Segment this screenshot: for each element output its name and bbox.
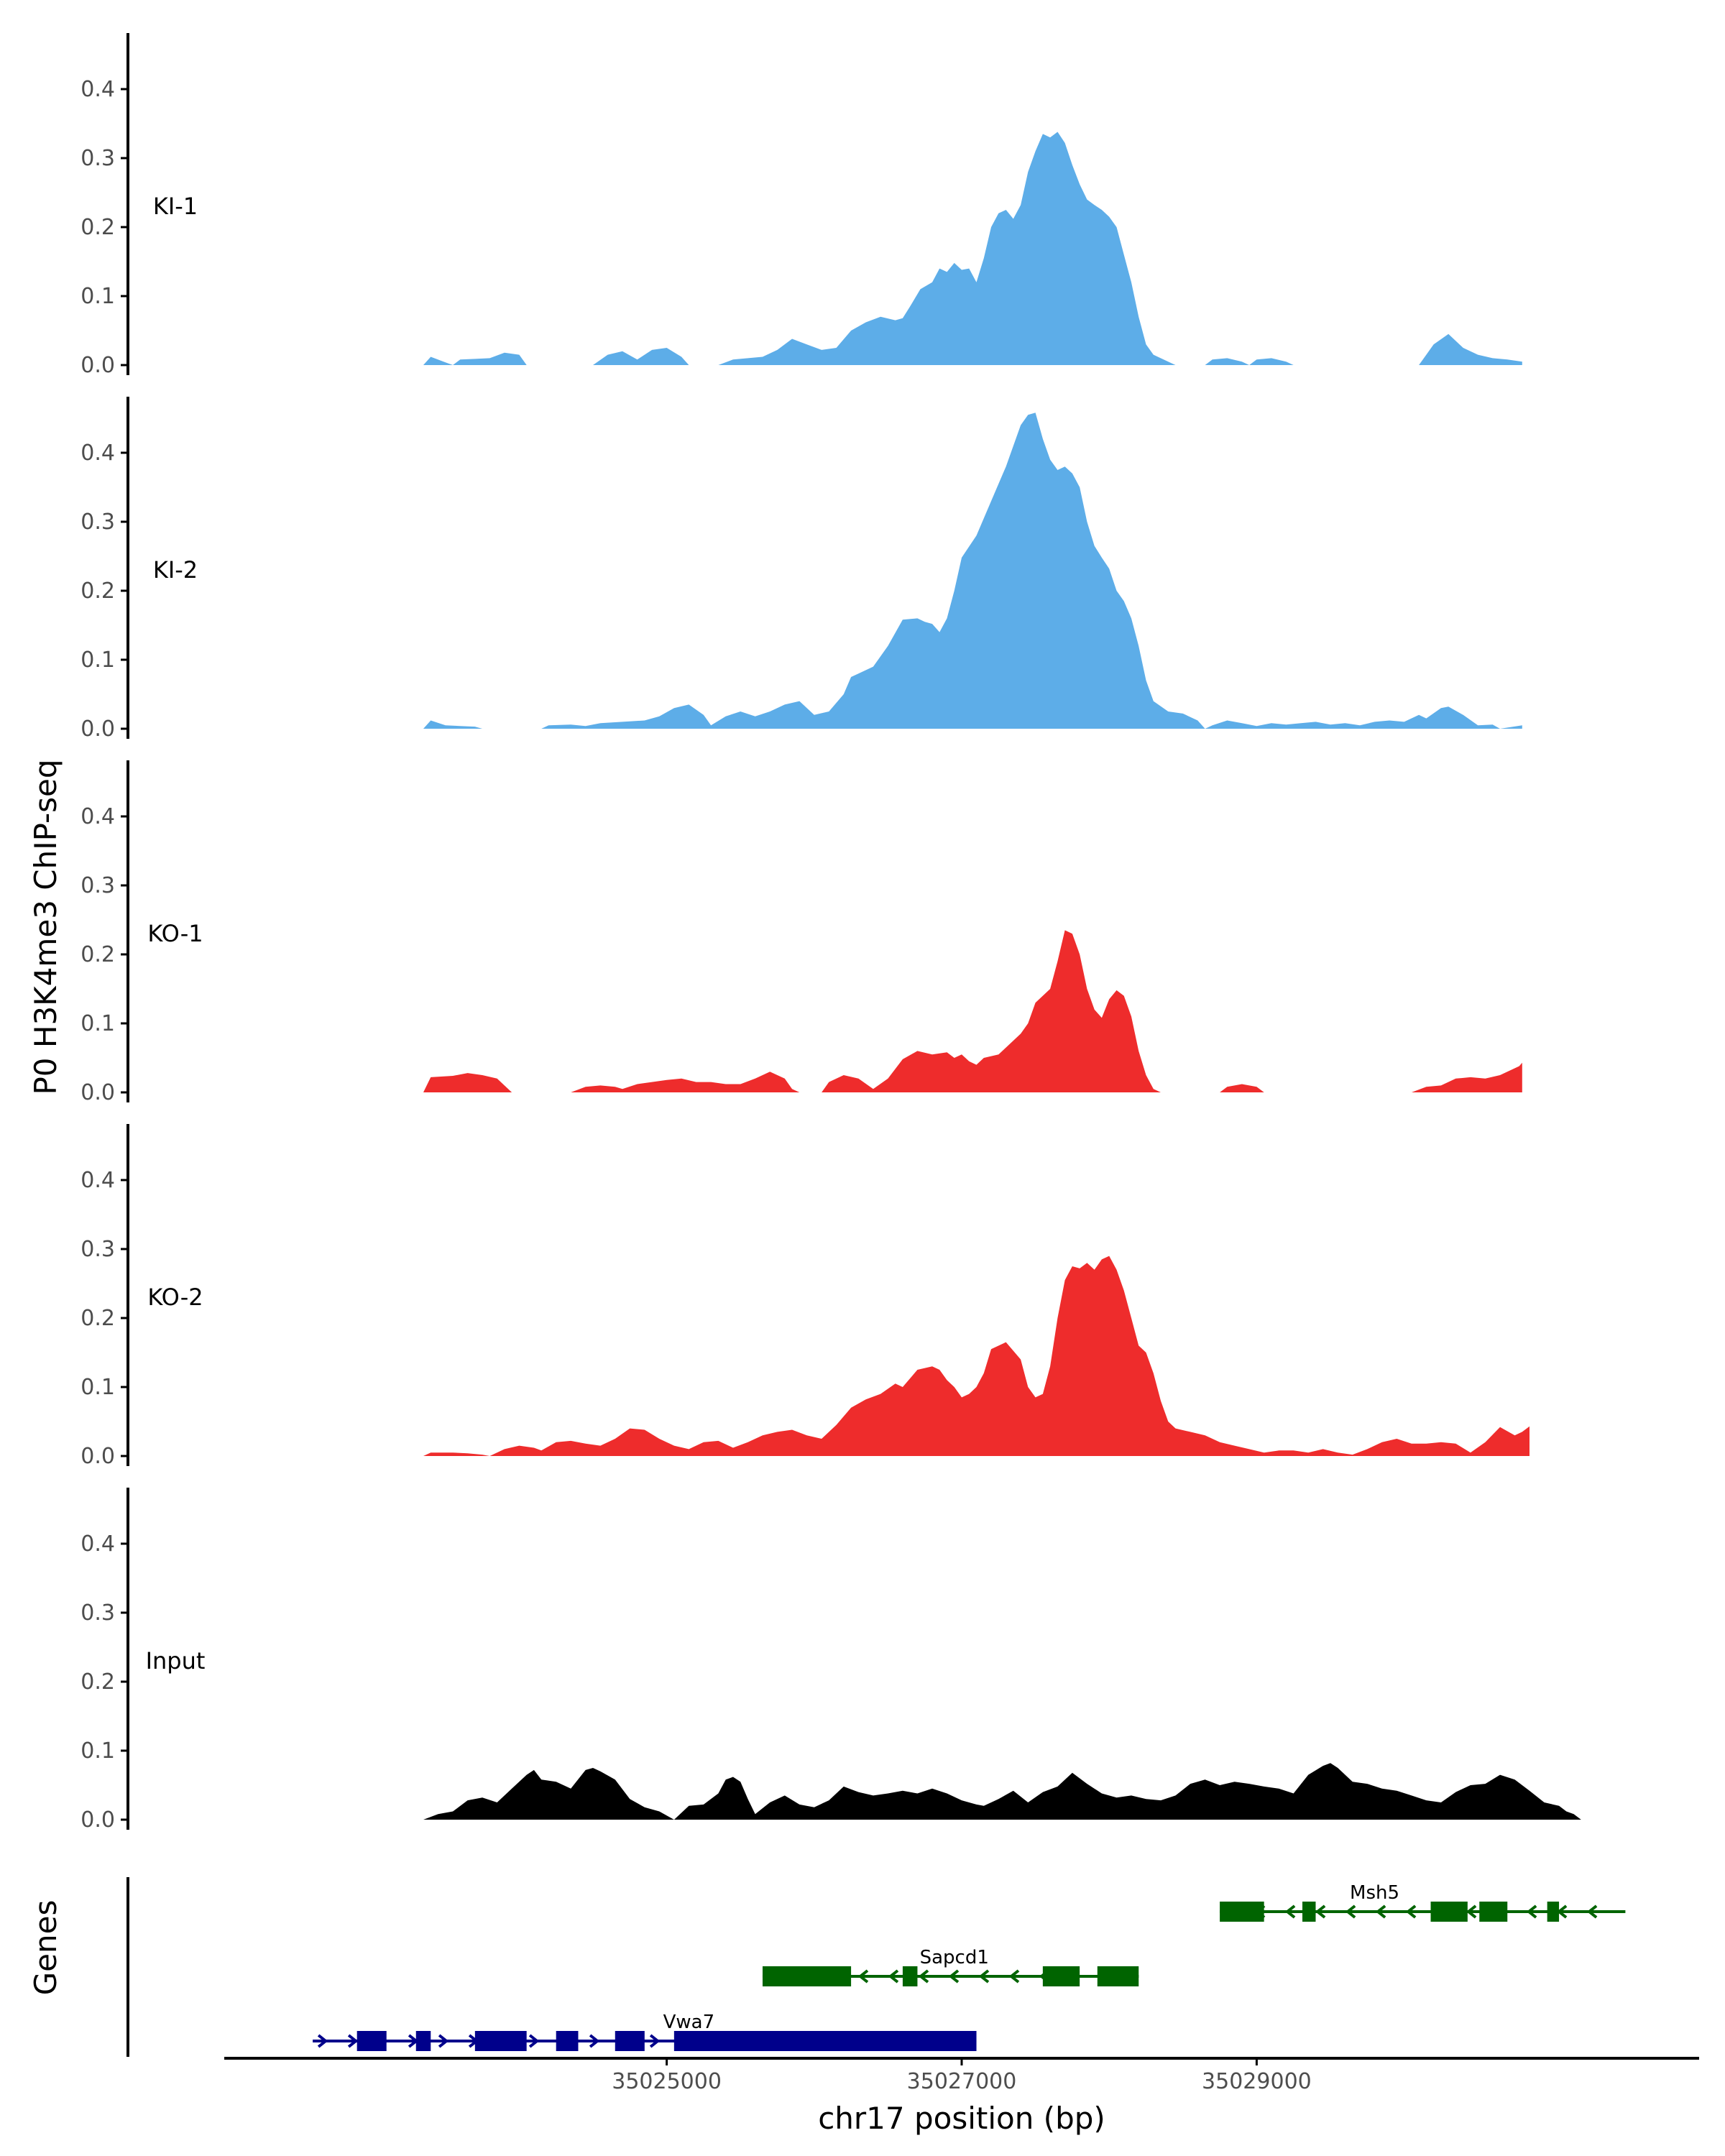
coverage-area-ko-2	[423, 1256, 1530, 1456]
gene-exon	[1220, 1902, 1264, 1922]
y-tick-label: 0.3	[80, 1600, 115, 1626]
gene-exon	[1042, 1966, 1080, 1986]
strand-arrow	[438, 2034, 449, 2048]
strand-arrow	[347, 2034, 359, 2048]
gene-exon	[1479, 1902, 1508, 1922]
y-tick-label: 0.2	[80, 1669, 115, 1695]
y-tick-label: 0.2	[80, 942, 115, 967]
genes-axis-title: Genes	[28, 1900, 63, 1996]
track-label: Input	[146, 1647, 206, 1674]
gene-exon	[1430, 1902, 1468, 1922]
y-tick-label: 0.2	[80, 215, 115, 240]
track-panel-ko-1: 0.0 0.1 0.2 0.3 0.4 KO-1	[80, 760, 1522, 1105]
strand-arrow	[1526, 1904, 1537, 1919]
strand-arrow	[1466, 1904, 1477, 1919]
track-label: KO-1	[147, 920, 203, 947]
y-tick-label: 0.0	[80, 1080, 115, 1105]
y-tick-label: 0.4	[80, 1168, 115, 1193]
strand-arrow	[857, 1969, 869, 1984]
y-tick-label: 0.1	[80, 284, 115, 309]
y-tick-label: 0.1	[80, 1375, 115, 1400]
gene-exon	[1302, 1902, 1316, 1922]
track-panel-input: 0.0 0.1 0.2 0.3 0.4 Input	[80, 1488, 1581, 1833]
strand-arrow	[1556, 1904, 1568, 1919]
coverage-area-ko-1	[423, 930, 1522, 1092]
y-tick-label: 0.4	[80, 441, 115, 466]
gene-exon	[1547, 1902, 1560, 1922]
y-tick-label: 0.4	[80, 77, 115, 102]
strand-arrow	[649, 2034, 661, 2048]
strand-arrow	[1586, 1904, 1598, 1919]
y-tick-label: 0.3	[80, 1237, 115, 1262]
tracks-layer: 0.00.10.20.30.4KI-10.00.10.20.30.4KI-20.…	[80, 33, 1581, 1833]
gene-exon	[615, 2031, 645, 2051]
strand-arrow	[1315, 1904, 1326, 1919]
gene-exon	[1097, 1966, 1139, 1986]
coverage-area-ki-1	[423, 132, 1522, 365]
y-tick-label: 0.0	[80, 1444, 115, 1469]
strand-arrow	[1284, 1904, 1296, 1919]
strand-arrow	[978, 1969, 990, 1984]
y-tick-label: 0.0	[80, 1807, 115, 1833]
track-label: KI-1	[153, 193, 198, 220]
x-axis: 35025000 35027000 35029000	[224, 2057, 1699, 2094]
gene-sapcd1: Sapcd1	[762, 1947, 1139, 1986]
gene-exon	[902, 1966, 918, 1986]
strand-arrow	[317, 2034, 328, 2048]
y-tick-label: 0.0	[80, 717, 115, 742]
gene-label: Vwa7	[663, 2012, 715, 2033]
gene-vwa7: Vwa7	[313, 2012, 977, 2051]
x-tick-label: 35029000	[1202, 2069, 1312, 2094]
gene-exon	[474, 2031, 527, 2051]
track-label: KI-2	[153, 556, 198, 584]
strand-arrow	[918, 1969, 929, 1984]
strand-arrow	[528, 2034, 540, 2048]
track-panel-ki-1: 0.0 0.1 0.2 0.3 0.4 KI-1	[80, 33, 1522, 378]
gene-label: Sapcd1	[920, 1947, 989, 1968]
gene-exon	[415, 2031, 431, 2051]
y-tick-label: 0.0	[80, 353, 115, 378]
x-tick-label: 35025000	[612, 2069, 722, 2094]
y-tick-label: 0.3	[80, 510, 115, 535]
y-tick-label: 0.4	[80, 804, 115, 829]
track-panel-ki-2: 0.0 0.1 0.2 0.3 0.4 KI-2	[80, 397, 1522, 742]
gene-msh5: Msh5	[1220, 1882, 1626, 1922]
y-tick-label: 0.3	[80, 146, 115, 171]
strand-arrow	[1008, 1969, 1020, 1984]
coverage-area-input	[423, 1763, 1581, 1820]
coverage-area-ki-2	[423, 413, 1522, 729]
strand-arrow	[1405, 1904, 1417, 1919]
y-tick-label: 0.3	[80, 873, 115, 898]
y-tick-label: 0.1	[80, 648, 115, 673]
gene-exon	[673, 2031, 977, 2051]
track-panel-ko-2: 0.0 0.1 0.2 0.3 0.4 KO-2	[80, 1124, 1530, 1469]
gene-label: Msh5	[1350, 1882, 1399, 1904]
strand-arrow	[1345, 1904, 1356, 1919]
strand-arrow	[948, 1969, 960, 1984]
y-tick-label: 0.2	[80, 1306, 115, 1331]
gene-exon	[356, 2031, 387, 2051]
strand-arrow	[1375, 1904, 1386, 1919]
genes-layer: Msh5 Sapcd1 Vwa7	[126, 1877, 1626, 2057]
y-tick-label: 0.4	[80, 1531, 115, 1557]
x-axis-title: chr17 position (bp)	[818, 2101, 1105, 2136]
strand-arrow	[589, 2034, 600, 2048]
gene-exon	[556, 2031, 579, 2051]
y-tick-label: 0.1	[80, 1011, 115, 1036]
track-label: KO-2	[147, 1284, 203, 1311]
y-tick-label: 0.1	[80, 1738, 115, 1764]
gene-exon	[762, 1966, 852, 1986]
strand-arrow	[888, 1969, 899, 1984]
y-axis-title: P0 H3K4me3 ChIP-seq	[28, 759, 63, 1095]
x-tick-label: 35027000	[907, 2069, 1017, 2094]
y-tick-label: 0.2	[80, 579, 115, 604]
